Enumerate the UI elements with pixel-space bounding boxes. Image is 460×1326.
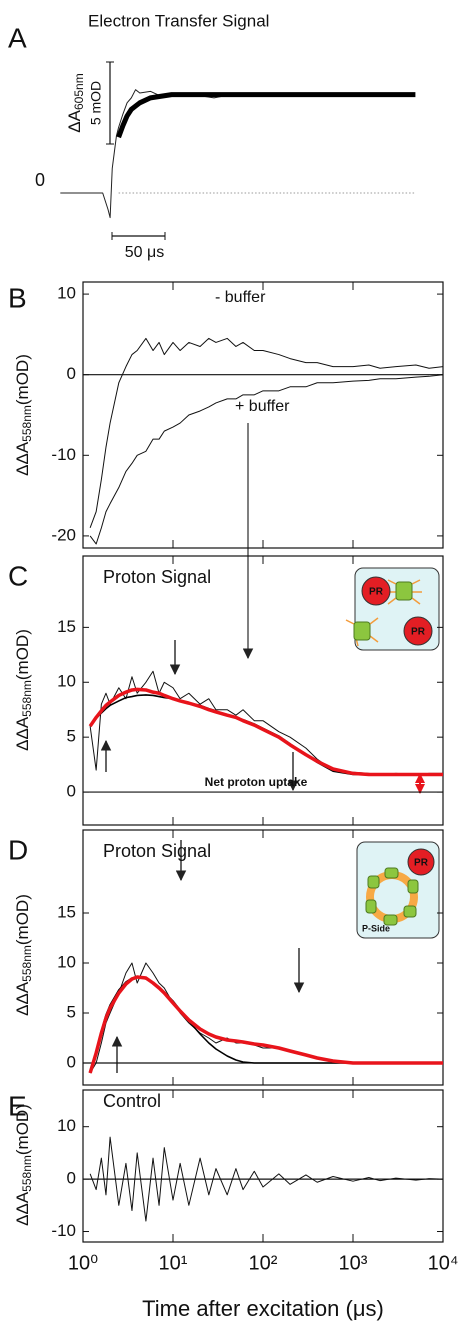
panel-label: E: [8, 1090, 27, 1121]
data-line: [89, 374, 443, 545]
data-line: [89, 962, 443, 1074]
inset-d: PR P-Side: [356, 841, 440, 939]
y-axis-label-part: ΔΔA: [13, 441, 32, 476]
x-tick-label: 10¹: [159, 1252, 188, 1274]
data-line: [116, 92, 416, 139]
annotation: Net proton uptake: [205, 775, 308, 789]
y-tick-label: 10: [57, 672, 76, 691]
data-line: [88, 975, 443, 1074]
x-axis-label: Time after excitation (μs): [142, 1296, 384, 1321]
panel-label: D: [8, 834, 28, 865]
inset-label: PR: [414, 858, 429, 869]
data-line: [60, 89, 363, 219]
plot-frame: [82, 1089, 444, 1243]
panel-label: B: [8, 282, 27, 313]
inset-label: P-Side: [362, 923, 390, 933]
inset-c: PR PR: [345, 567, 440, 651]
y-axis-label-part: 558nm: [20, 1155, 34, 1192]
y-tick-label: 10: [57, 1116, 76, 1135]
y-tick-label: 5: [67, 727, 76, 746]
y-axis-label-part: ΔΔA: [13, 1191, 32, 1226]
y-tick-label: 0: [67, 782, 76, 801]
y-tick-label: 0: [35, 170, 45, 190]
panel-label: A: [8, 22, 27, 53]
annotation: - buffer: [215, 289, 266, 306]
panel-title: Proton Signal: [103, 841, 211, 861]
y-tick-label: 0: [67, 1052, 76, 1071]
data-line: [89, 1136, 443, 1222]
y-axis-label-part: 558nm: [20, 680, 34, 717]
y-tick-label: -10: [51, 1221, 76, 1240]
scale-bar-label-part: ΔA: [65, 109, 84, 132]
y-tick-label: 15: [57, 617, 76, 636]
inset-label: PR: [369, 587, 384, 598]
y-tick-label: 5: [67, 1002, 76, 1021]
x-tick-label: 10⁰: [68, 1252, 98, 1274]
y-axis-label: ΔΔA558nm(mOD): [13, 894, 34, 1016]
data-line: [89, 694, 443, 776]
annotation: + buffer: [235, 398, 290, 415]
x-tick-label: 10²: [249, 1252, 278, 1274]
x-tick-label: 10³: [339, 1252, 368, 1274]
y-axis-label-part: 558nm: [20, 945, 34, 982]
y-tick-label: 0: [67, 1169, 76, 1188]
y-axis-label-part: ΔΔA: [13, 981, 32, 1016]
y-axis-label: ΔΔA558nm(mOD): [13, 354, 34, 476]
x-tick-label: 10⁴: [428, 1252, 459, 1274]
y-axis-label-part: (mOD): [13, 894, 32, 945]
data-line: [89, 337, 443, 529]
y-axis-label-part: 558nm: [20, 405, 34, 442]
y-axis-label: ΔΔA558nm(mOD): [13, 1104, 34, 1226]
data-line: [89, 670, 443, 775]
panel-title: Proton Signal: [103, 567, 211, 587]
y-axis-label-part: ΔΔA: [13, 716, 32, 751]
y-tick-label: 10: [57, 284, 76, 303]
panel-title: Control: [103, 1091, 161, 1111]
scale-bar-label: ΔA605nm: [65, 73, 86, 132]
scale-bar-value: 50 μs: [125, 244, 164, 261]
y-tick-label: 0: [67, 364, 76, 383]
inset-label: PR: [411, 627, 426, 638]
arrows: [100, 423, 425, 1073]
y-axis-label-part: (mOD): [13, 354, 32, 405]
data-line: [89, 976, 443, 1074]
scale-bar-value: 5 mOD: [88, 81, 104, 125]
y-axis-label-part: (mOD): [13, 629, 32, 680]
y-tick-label: -20: [51, 525, 76, 544]
y-tick-label: -10: [51, 445, 76, 464]
y-tick-label: 10: [57, 952, 76, 971]
y-tick-label: 15: [57, 902, 76, 921]
y-axis-label-part: (mOD): [13, 1104, 32, 1155]
y-axis-label: ΔΔA558nm(mOD): [13, 629, 34, 751]
scale-bar-label-part: 605nm: [72, 73, 86, 110]
panel-label: C: [8, 560, 28, 591]
panel-title: Electron Transfer Signal: [88, 11, 269, 30]
data-line: [88, 687, 443, 777]
